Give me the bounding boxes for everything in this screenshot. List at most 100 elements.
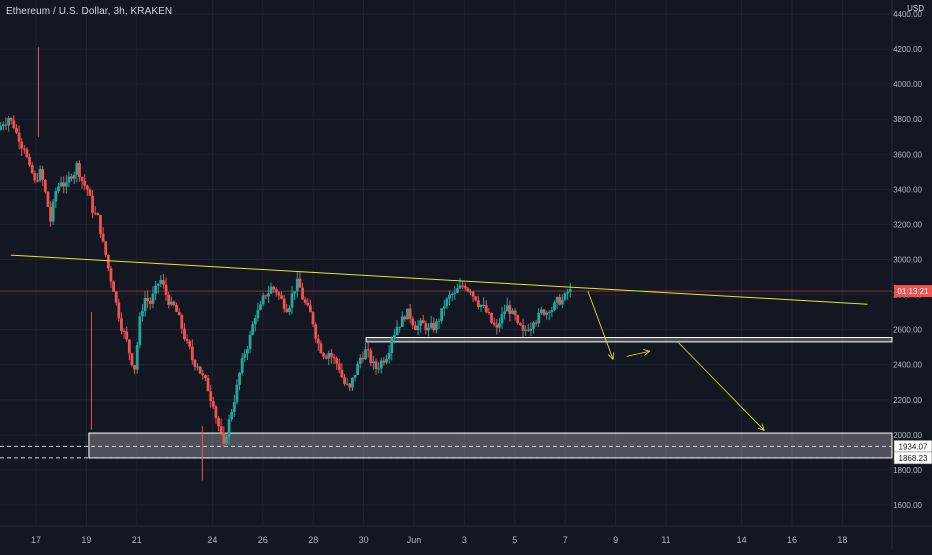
candle-body: [406, 308, 409, 320]
candle-body: [70, 176, 73, 179]
candle-body: [230, 411, 234, 420]
candle-body: [282, 298, 286, 309]
candle-body: [295, 278, 299, 292]
candle-body: [172, 301, 176, 306]
candle-body: [243, 353, 247, 358]
candle-body: [558, 297, 562, 305]
candle-body: [335, 358, 339, 364]
candle-body: [272, 286, 276, 290]
candle-body: [461, 285, 465, 287]
candle-body: [324, 356, 328, 359]
candle-body: [539, 309, 543, 313]
candle-body: [99, 215, 102, 234]
candle-body: [469, 291, 472, 293]
candle-body: [345, 383, 349, 385]
candle-body: [537, 312, 541, 324]
candle-body: [141, 311, 144, 317]
candle-body: [143, 298, 147, 312]
candle-body: [482, 304, 486, 306]
candle-body: [366, 349, 370, 351]
candle-body: [529, 328, 533, 331]
x-tick-label: 16: [787, 535, 797, 545]
candle-body: [434, 321, 438, 331]
candle-body: [437, 320, 441, 322]
candle-body: [190, 346, 194, 361]
candle-body: [568, 289, 572, 293]
candle-body: [91, 195, 94, 213]
candle-body: [511, 310, 514, 314]
candle-body: [340, 369, 344, 378]
y-tick-label: 2600.00: [893, 326, 922, 335]
candle-body: [130, 353, 134, 366]
support-zone: [88, 432, 893, 459]
candle-body: [285, 308, 289, 313]
candle-body: [75, 163, 79, 175]
candle-body: [17, 132, 21, 142]
candle-body: [193, 360, 197, 367]
candle-body: [62, 182, 66, 187]
x-tick-label: 21: [132, 535, 142, 545]
candle-body: [28, 157, 31, 165]
y-tick-label: 1600.00: [893, 501, 922, 510]
currency-label: USD: [907, 4, 924, 13]
candle-body: [453, 292, 457, 295]
candle-body: [516, 315, 520, 324]
arrow-head: [644, 350, 651, 356]
candle-body: [288, 307, 291, 313]
candle-body: [41, 169, 45, 180]
y-tick-label: 4000.00: [893, 80, 922, 89]
price-label: 01:13:21: [897, 287, 929, 296]
candle-body: [319, 343, 323, 354]
candle-body: [450, 294, 454, 296]
candle-body: [311, 312, 315, 325]
candle-body: [369, 350, 373, 364]
candle-body: [327, 353, 331, 359]
y-tick-label: 3000.00: [893, 255, 922, 264]
candle-body: [36, 180, 39, 182]
candle-body: [518, 323, 522, 326]
candle-body: [492, 322, 496, 325]
candle-body: [563, 293, 567, 300]
candle-body: [361, 357, 365, 360]
candle-body: [238, 372, 241, 385]
projection-arrow: [678, 342, 765, 431]
candle-body: [379, 360, 383, 369]
candle-body: [7, 118, 10, 126]
candle-body: [54, 191, 58, 202]
candle-body: [93, 212, 97, 214]
candle-body: [185, 338, 189, 341]
candle-body: [432, 322, 436, 331]
candle-body: [471, 291, 475, 297]
candle-body: [96, 213, 100, 216]
candle-body: [214, 406, 218, 418]
candle-body: [183, 328, 186, 339]
candle-body: [59, 182, 63, 187]
candle-body: [167, 294, 171, 305]
candle-body: [385, 358, 388, 363]
candle-body: [177, 311, 181, 316]
candle-body: [293, 291, 297, 294]
candle-body: [503, 311, 507, 314]
candle-body: [109, 268, 113, 282]
candle-body: [133, 365, 136, 370]
candle-body: [114, 291, 118, 303]
x-tick-label: 14: [737, 535, 747, 545]
candle-body: [392, 334, 396, 339]
candle-body: [49, 206, 52, 222]
candle-body: [455, 288, 459, 293]
candle-body: [67, 176, 71, 183]
candle-body: [377, 368, 381, 370]
chart-title: Ethereum / U.S. Dollar, 3h, KRAKEN: [6, 6, 173, 17]
y-tick-label: 3400.00: [893, 185, 922, 194]
candle-body: [532, 322, 535, 329]
candle-body: [117, 302, 121, 319]
candle-body: [524, 329, 528, 331]
x-tick-label: 17: [31, 535, 41, 545]
candle-body: [440, 308, 444, 321]
candle-body: [15, 128, 18, 133]
y-tick-label: 2000.00: [893, 431, 922, 440]
price-label-box: [893, 451, 932, 465]
candle-body: [442, 306, 446, 309]
